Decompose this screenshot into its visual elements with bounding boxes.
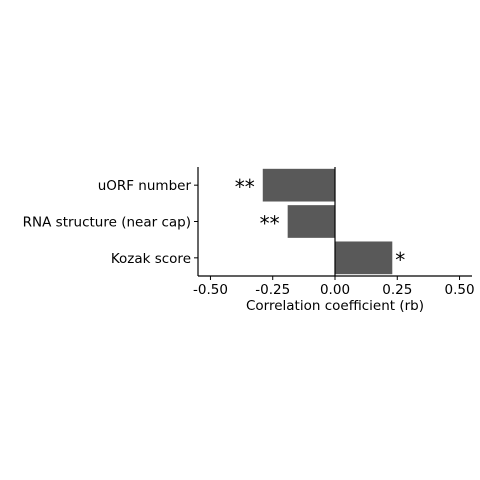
significance-label: **: [235, 175, 255, 199]
category-label: uORF number: [98, 178, 192, 194]
x-axis-title: Correlation coefficient (rb): [246, 298, 424, 314]
significance-label: **: [260, 212, 280, 236]
x-tick-label: -0.50: [193, 282, 228, 298]
category-label: Kozak score: [111, 251, 191, 267]
bar-uorf-number: [263, 169, 335, 202]
bar-kozak-score: [335, 241, 392, 274]
significance-label: *: [395, 248, 405, 272]
x-tick-label: 0.25: [382, 282, 412, 298]
category-label: RNA structure (near cap): [23, 215, 191, 231]
x-tick-label: 0.00: [320, 282, 350, 298]
x-ticks-group: -0.50 -0.25 0.00 0.25 0.50: [193, 276, 475, 298]
category-labels-group: uORF number RNA structure (near cap) Kozak…: [23, 178, 198, 267]
bars-group: [263, 169, 393, 274]
x-tick-label: -0.25: [255, 282, 290, 298]
bar-rna-structure-near-cap: [288, 205, 335, 238]
x-tick-label: 0.50: [445, 282, 475, 298]
